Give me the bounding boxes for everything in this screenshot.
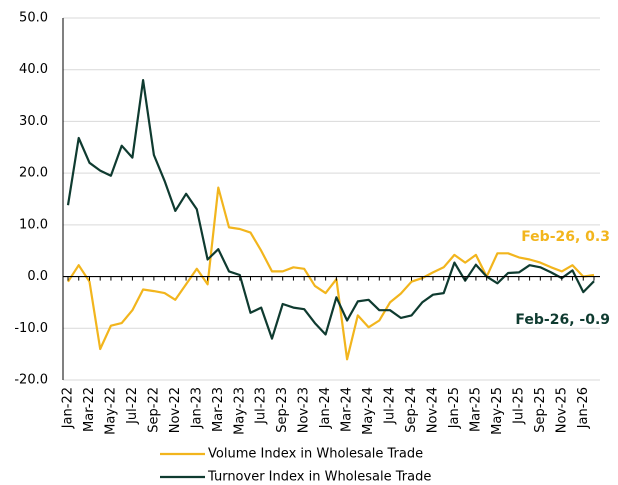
y-tick-label: 50.0: [19, 11, 48, 26]
x-tick-label: Nov-23: [297, 387, 312, 433]
x-tick-label: Nov-25: [554, 387, 569, 433]
x-tick-label: Sep-25: [533, 387, 548, 433]
y-tick-label: -10.0: [14, 321, 48, 336]
series-line: [67, 186, 595, 361]
y-tick-label: -20.0: [14, 373, 48, 388]
x-tick-label: May-25: [490, 387, 505, 435]
x-tick-label: Jul-24: [383, 387, 398, 425]
x-tick-label: Sep-24: [404, 387, 419, 433]
x-tick-label: Mar-23: [211, 387, 226, 432]
x-tick-label: May-23: [232, 387, 247, 435]
annotation: Feb-26, -0.9: [515, 312, 610, 328]
x-tick-label: Jan-22: [61, 387, 76, 429]
x-tick-label: May-22: [103, 387, 118, 435]
x-tick-label: Jul-25: [511, 387, 526, 425]
y-tick-label: 10.0: [19, 217, 48, 232]
annotation: Feb-26, 0.3: [521, 229, 610, 245]
y-tick-label: 20.0: [19, 166, 48, 181]
x-tick-label: Jul-23: [254, 387, 269, 425]
y-tick-label: 30.0: [19, 114, 48, 129]
legend-label: Turnover Index in Wholesale Trade: [207, 470, 431, 485]
x-tick-label: Jul-22: [125, 387, 140, 425]
x-tick-label: Sep-22: [146, 387, 161, 433]
x-tick-label: Mar-24: [340, 387, 355, 432]
x-tick-label: Jan-23: [189, 387, 204, 429]
x-tick-label: Nov-22: [168, 387, 183, 433]
y-tick-label: 0.0: [27, 269, 48, 284]
x-tick-label: Jan-26: [576, 387, 591, 429]
x-tick-label: Sep-23: [275, 387, 290, 433]
series-line: [66, 78, 595, 340]
x-tick-label: Jan-24: [318, 387, 333, 429]
x-tick-label: Mar-25: [468, 387, 483, 432]
x-tick-label: May-24: [361, 387, 376, 435]
x-tick-label: Jan-25: [447, 387, 462, 429]
x-tick-label: Nov-24: [425, 387, 440, 433]
x-tick-label: Mar-22: [82, 387, 97, 432]
legend-label: Volume Index in Wholesale Trade: [208, 447, 423, 462]
y-tick-label: 40.0: [19, 62, 48, 77]
